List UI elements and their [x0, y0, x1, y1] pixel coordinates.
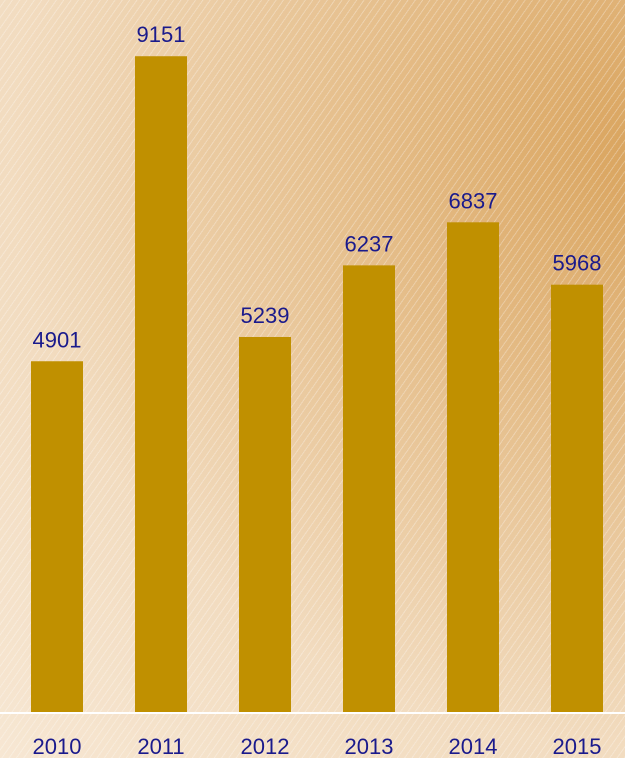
value-label-2010: 4901 — [33, 327, 82, 352]
value-label-2015: 5968 — [553, 251, 602, 276]
bar-2015 — [551, 284, 603, 713]
value-label-2011: 9151 — [137, 22, 186, 47]
value-labels-group: 4901 9151 5239 6237 6837 5968 — [33, 22, 602, 352]
value-label-2012: 5239 — [241, 303, 290, 328]
x-tick-label-2010: 2010 — [33, 734, 82, 758]
bar-2013 — [343, 265, 395, 713]
bars-group — [31, 56, 603, 714]
value-label-2014: 6837 — [449, 188, 498, 213]
x-tick-label-2015: 2015 — [553, 734, 602, 758]
x-tick-label-2013: 2013 — [345, 734, 394, 758]
value-label-2013: 6237 — [345, 231, 394, 256]
x-tick-label-2012: 2012 — [241, 734, 290, 758]
x-tick-label-2011: 2011 — [137, 734, 184, 758]
x-tick-labels-group: 2010 2011 2012 2013 2014 2015 — [33, 734, 602, 758]
x-tick-label-2014: 2014 — [449, 734, 498, 758]
bar-2010 — [31, 361, 83, 713]
bar-2011 — [135, 56, 187, 714]
bar-2014 — [447, 222, 499, 714]
bar-2012 — [239, 336, 291, 713]
